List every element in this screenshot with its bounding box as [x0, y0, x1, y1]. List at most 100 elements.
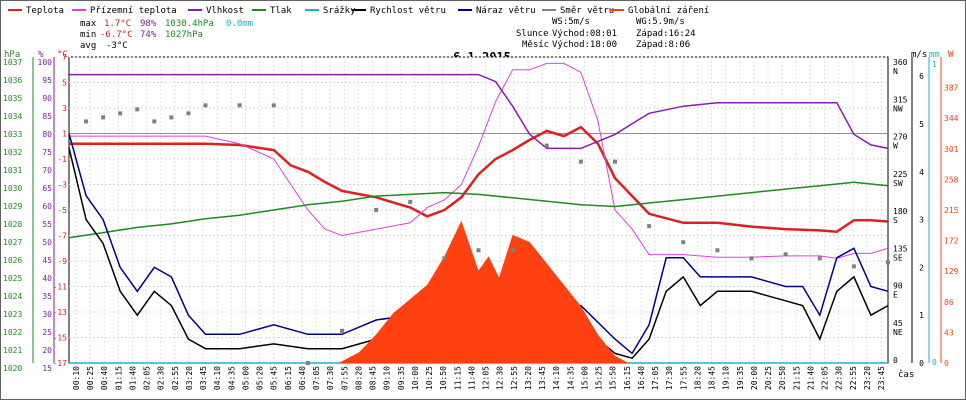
- stats-sun-label: Slunce: [516, 29, 549, 39]
- direction-tick: NE: [893, 328, 903, 337]
- humidity-tick: 95: [42, 76, 52, 85]
- wind-tick: 5: [919, 120, 924, 129]
- x-tick-label: 23:20: [863, 366, 872, 390]
- pressure-tick: 1022: [3, 328, 22, 337]
- stats-moon-label: Měsíc: [522, 40, 549, 50]
- x-tick-label: 03:20: [185, 366, 194, 390]
- humidity-tick: 70: [42, 166, 52, 175]
- wind-direction-point: [408, 199, 413, 204]
- stats-moon-rise: Východ:18:00: [552, 40, 617, 50]
- pressure-tick: 1030: [3, 184, 22, 193]
- pressure-tick: 1036: [3, 76, 22, 85]
- wind-direction-point: [886, 260, 890, 265]
- x-tick-label: 15:25: [595, 366, 604, 390]
- x-tick-label: 17:55: [679, 366, 688, 390]
- direction-tick: SW: [893, 179, 903, 188]
- x-axis-label: čas: [898, 369, 914, 380]
- legend-label: Směr větru: [560, 6, 614, 16]
- temperature-unit: °C: [57, 50, 68, 60]
- wind-direction-point: [817, 256, 822, 261]
- wind-tick: 3: [919, 216, 924, 225]
- wind-direction-point: [84, 119, 89, 124]
- series-layer: [68, 62, 890, 365]
- wind-direction-point: [186, 111, 191, 116]
- x-tick-label: 11:40: [467, 366, 476, 390]
- wind-tick: 6: [919, 72, 924, 81]
- x-tick-label: 22:55: [849, 366, 858, 390]
- wind-direction-point: [476, 248, 481, 253]
- direction-tick: S: [893, 216, 898, 225]
- x-tick-label: 07:30: [326, 366, 335, 390]
- pressure-tick: 1028: [3, 220, 22, 229]
- humidity-unit: %: [38, 50, 44, 60]
- direction-tick: 0: [893, 356, 898, 365]
- x-tick-label: 15:50: [609, 366, 618, 390]
- pressure-tick: 1034: [3, 112, 22, 121]
- direction-tick: W: [893, 142, 898, 151]
- wind-direction-point: [118, 111, 123, 116]
- direction-tick: 135: [893, 244, 908, 253]
- x-tick-label: 18:45: [708, 366, 717, 390]
- x-tick-label: 06:40: [298, 366, 307, 390]
- x-tick-label: 10:00: [411, 366, 420, 390]
- radiation-tick: 301: [944, 145, 959, 154]
- humidity-tick: 60: [42, 202, 52, 211]
- humidity-tick: 15: [42, 364, 52, 373]
- direction-tick: 225: [893, 170, 908, 179]
- stats-max-label: max: [80, 19, 97, 29]
- radiation-unit: W: [948, 50, 954, 60]
- legend-label: Teplota: [26, 6, 64, 16]
- radiation-area: [338, 220, 629, 363]
- x-tick-label: 01:15: [114, 366, 123, 390]
- x-tick-label: 14:10: [552, 366, 561, 390]
- stats-sun-set: Západ:16:24: [636, 29, 696, 39]
- wind-direction-point: [237, 103, 242, 108]
- wind-direction-point: [152, 119, 157, 124]
- humidity-tick: 90: [42, 94, 52, 103]
- wind-direction-point: [340, 328, 344, 333]
- x-tick-label: 01:40: [128, 366, 137, 390]
- legend-label: Vlhkost: [206, 6, 244, 16]
- temperature-tick: 5: [62, 79, 67, 88]
- x-tick-label: 17:30: [665, 366, 674, 390]
- stats-min-temp: -6.7°C: [100, 30, 133, 40]
- temperature-tick: 3: [62, 104, 67, 113]
- direction-tick: 45: [893, 319, 903, 328]
- legend-label: Přízemní teplota: [90, 6, 177, 16]
- x-tick-label: 02:05: [143, 366, 152, 390]
- x-tick-label: 04:10: [213, 366, 222, 390]
- x-tick-label: 08:20: [354, 366, 363, 390]
- wind-tick: 2: [919, 263, 924, 272]
- legend-label: Náraz větru: [476, 6, 536, 16]
- temperature-tick: 1: [62, 130, 67, 139]
- x-tick-label: 08:45: [369, 366, 378, 390]
- x-tick-label: 00:40: [100, 366, 109, 390]
- legend-label: Srážky: [323, 6, 356, 16]
- stats-min-press: 1027hPa: [165, 30, 203, 40]
- series-line-teplota: [69, 125, 889, 233]
- x-tick-label: 17:05: [651, 366, 660, 390]
- wind-tick: 4: [919, 168, 924, 177]
- x-tick-label: 00:10: [72, 366, 81, 390]
- x-tick-label: 12:55: [510, 366, 519, 390]
- x-tick-label: 00:25: [86, 366, 95, 390]
- humidity-tick: 80: [42, 130, 52, 139]
- x-axis-ticks: 00:10 00:25 00:40 01:15 01:40 02:05 02:30 02:55…: [72, 366, 886, 390]
- radiation-tick: 344: [944, 114, 959, 123]
- series-line-tlak: [68, 181, 889, 239]
- x-tick-label: 02:30: [157, 366, 166, 390]
- pressure-tick: 1020: [3, 364, 22, 373]
- temperature-tick: -15: [53, 334, 68, 343]
- x-tick-label: 20:25: [764, 366, 773, 390]
- humidity-tick: 50: [42, 238, 52, 247]
- pressure-tick: 1021: [3, 346, 22, 355]
- x-tick-label: 05:00: [241, 366, 250, 390]
- stats-block: max 1.7°C 98% 1030.4hPa 0.0mm min -6.7°C…: [80, 17, 696, 51]
- radiation-tick: 129: [944, 267, 959, 276]
- x-tick-label: 02:55: [171, 366, 180, 390]
- direction-tick: E: [893, 291, 898, 300]
- pressure-tick: 1025: [3, 274, 22, 283]
- pressure-unit: hPa: [4, 50, 20, 60]
- wind-direction-point: [135, 107, 140, 112]
- stats-max-press: 1030.4hPa: [165, 19, 214, 29]
